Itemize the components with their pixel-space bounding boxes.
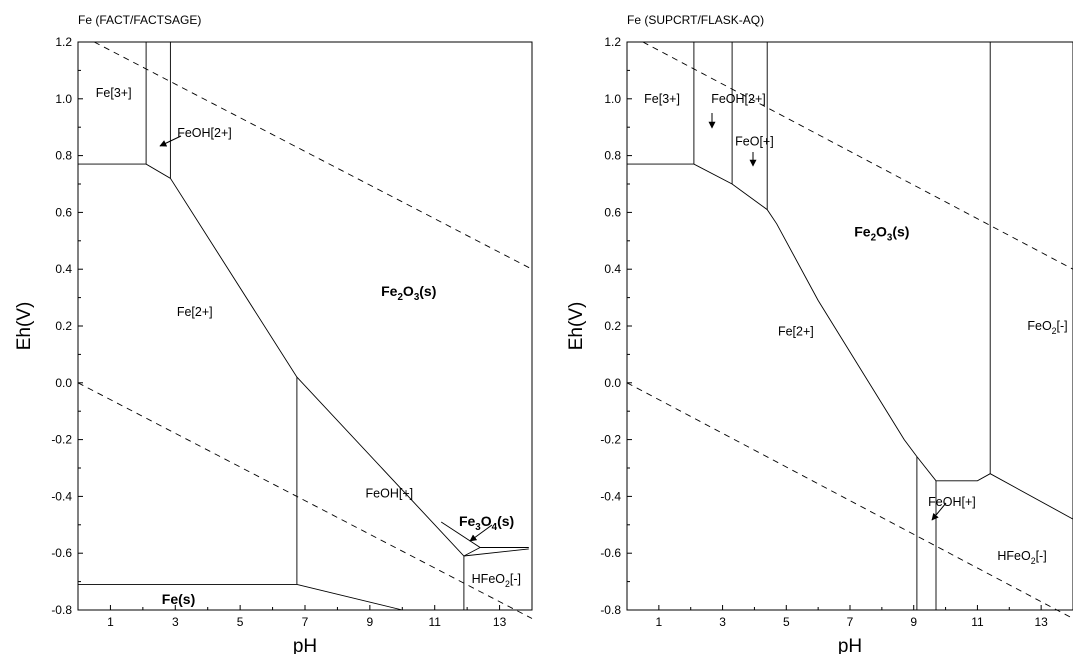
y-axis-ticks: 1.2 1.0 0.8 0.6 0.4 0.2 0.0 -0.2 -0.4 -0.6 -0.8 [51, 35, 83, 617]
y-tick-label: -0.4 [600, 489, 621, 503]
region-label-feoh-2: FeOH[2+] [711, 92, 766, 106]
region-label-fe-3: Fe[3+] [96, 86, 132, 100]
phase-boundary [78, 583, 403, 611]
region-label-fe2o3-s: Fe2O3(s) [854, 223, 909, 243]
water-stability-line [77, 382, 533, 619]
region-label-fe-2: Fe[2+] [177, 305, 213, 319]
x-tick-label: 13 [1034, 615, 1048, 629]
chart-panel-supcrt: Fe (SUPCRT/FLASK-AQ) 1.2 1.0 0.8 0.6 0.4 0.2 0… [566, 13, 1073, 654]
y-tick-label: 0.6 [55, 205, 72, 219]
y-tick-label: 0.0 [604, 376, 621, 390]
x-tick-label: 1 [656, 615, 663, 629]
arrow-feoh2plus [159, 135, 182, 147]
phase-boundaries [78, 42, 529, 611]
y-tick-label: 1.0 [604, 92, 621, 106]
water-stability-line [642, 41, 1073, 270]
region-label-fe-2: Fe[2+] [778, 325, 814, 339]
x-axis-label: pH [293, 636, 317, 654]
region-label-feoh: FeOH[+] [928, 495, 976, 509]
arrow-feohplus [931, 502, 947, 521]
x-tick-label: 13 [493, 615, 507, 629]
water-stability-lines [626, 41, 1073, 619]
y-axis-ticks: 1.2 1.0 0.8 0.6 0.4 0.2 0.0 -0.2 -0.4 -0.6 -0.8 [600, 35, 632, 617]
y-tick-label: 0.6 [604, 205, 621, 219]
y-tick-label: 0.0 [55, 376, 72, 390]
region-label-fe-3: Fe[3+] [644, 92, 680, 106]
region-label-feoh: FeOH[+] [366, 487, 414, 501]
x-axis-ticks: 1 3 5 7 9 11 13 [77, 605, 533, 629]
water-stability-lines [77, 41, 533, 619]
annotation-arrows [708, 113, 947, 521]
y-tick-label: -0.8 [51, 603, 72, 617]
x-axis-ticks: 1 3 5 7 9 11 13 [626, 605, 1073, 629]
y-tick-label: 0.8 [604, 149, 621, 163]
x-tick-label: 11 [428, 615, 441, 629]
y-tick-label: -0.6 [600, 546, 621, 560]
x-axis-label: pH [838, 636, 862, 654]
y-tick-label: -0.6 [51, 546, 72, 560]
y-tick-label: -0.8 [600, 603, 621, 617]
x-tick-label: 3 [719, 615, 726, 629]
phase-boundary [627, 163, 1073, 520]
water-stability-line [626, 382, 1073, 619]
chart-title: Fe (FACT/FACTSAGE) [78, 13, 201, 27]
region-labels: Fe[3+] FeOH[2+] FeO[+] Fe2O3(s) Fe[2+] FeO2[-… [644, 92, 1068, 566]
region-label-fe-s: Fe(s) [162, 591, 195, 607]
y-tick-label: 0.8 [55, 149, 72, 163]
x-tick-label: 9 [367, 615, 374, 629]
water-stability-line [93, 41, 533, 270]
y-axis-label: Eh(V) [14, 302, 35, 351]
x-tick-label: 11 [971, 615, 984, 629]
y-tick-label: 0.4 [604, 262, 621, 276]
x-tick-label: 5 [237, 615, 244, 629]
y-tick-label: 0.4 [55, 262, 72, 276]
chart-title: Fe (SUPCRT/FLASK-AQ) [627, 13, 764, 27]
region-label-feo2: FeO2[-] [1027, 319, 1067, 336]
x-tick-label: 7 [302, 615, 309, 629]
region-label-feoh-2: FeOH[2+] [177, 126, 232, 140]
y-tick-label: -0.4 [51, 489, 72, 503]
y-tick-label: 0.2 [604, 319, 621, 333]
phase-boundary [78, 163, 529, 557]
chart-panel-fact: Fe (FACT/FACTSAGE) 1.2 1.0 0.8 0.6 0.4 0.2 0.0… [14, 13, 533, 654]
y-tick-label: 1.0 [55, 92, 72, 106]
x-tick-label: 7 [847, 615, 854, 629]
region-label-hfeo2: HFeO2[-] [997, 549, 1046, 566]
y-tick-label: -0.2 [51, 433, 72, 447]
y-axis-label: Eh(V) [566, 302, 587, 351]
y-tick-label: -0.2 [600, 433, 621, 447]
x-tick-label: 9 [910, 615, 917, 629]
region-label-fe2o3-s: Fe2O3(s) [381, 283, 436, 303]
annotation-arrows [159, 135, 493, 542]
y-tick-label: 1.2 [604, 35, 621, 49]
y-tick-label: 1.2 [55, 35, 72, 49]
phase-boundaries [627, 41, 1073, 610]
region-label-feo: FeO[+] [735, 134, 774, 148]
x-tick-label: 3 [172, 615, 179, 629]
region-label-hfeo2: HFeO2[-] [472, 572, 521, 589]
y-tick-label: 0.2 [55, 319, 72, 333]
arrow-fe3o4 [469, 524, 493, 542]
x-tick-label: 1 [107, 615, 114, 629]
region-labels: Fe[3+] FeOH[2+] Fe[2+] Fe2O3(s) FeOH[+] Fe3O4… [96, 86, 521, 607]
region-label-fe3o4-s: Fe3O4(s) [459, 513, 514, 533]
x-tick-label: 5 [783, 615, 790, 629]
